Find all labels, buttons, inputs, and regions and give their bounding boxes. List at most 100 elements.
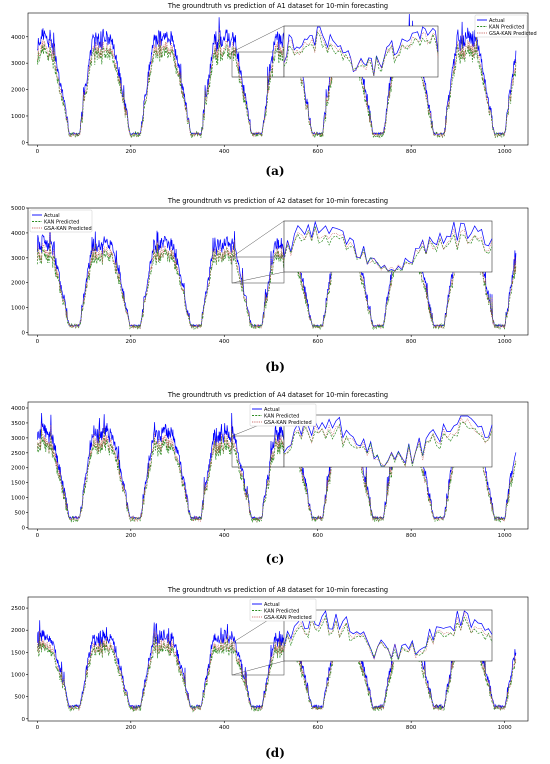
x-tick-label: 400 bbox=[219, 533, 230, 539]
series-actual-line bbox=[36, 13, 517, 136]
chart-title: The groundtruth vs prediction of A1 data… bbox=[167, 2, 388, 10]
plot-area bbox=[27, 12, 529, 146]
y-tick-label: 0 bbox=[22, 717, 26, 723]
x-tick-label: 1000 bbox=[498, 533, 512, 539]
x-tick-label: 200 bbox=[126, 149, 137, 155]
legend-label: Actual bbox=[44, 213, 60, 219]
y-tick-label: 4000 bbox=[11, 231, 25, 237]
y-tick-label: 2000 bbox=[11, 281, 25, 287]
x-tick-label: 400 bbox=[219, 725, 230, 731]
y-tick-label: 1500 bbox=[11, 481, 25, 487]
caption-a: (a) bbox=[265, 164, 285, 178]
chart-a: The groundtruth vs prediction of A1 data… bbox=[11, 2, 537, 155]
legend-label: KAN Predicted bbox=[44, 219, 79, 225]
panel-a: The groundtruth vs prediction of A1 data… bbox=[0, 0, 550, 160]
caption-b: (b) bbox=[265, 360, 285, 374]
y-tick-label: 3000 bbox=[11, 61, 25, 67]
plot-area bbox=[27, 596, 529, 722]
y-tick-label: 3000 bbox=[11, 256, 25, 262]
plot-area bbox=[27, 401, 529, 530]
x-tick-label: 800 bbox=[406, 725, 417, 731]
y-tick-label: 4000 bbox=[11, 35, 25, 41]
y-tick-label: 2000 bbox=[11, 88, 25, 94]
legend-box bbox=[249, 598, 317, 622]
chart-c: The groundtruth vs prediction of A4 data… bbox=[11, 391, 529, 539]
x-tick-label: 400 bbox=[219, 149, 230, 155]
y-tick-label: 1500 bbox=[11, 650, 25, 656]
inset-gsa-kan-line bbox=[283, 611, 493, 660]
x-tick-label: 600 bbox=[312, 339, 323, 345]
series-gsa-kan-line bbox=[37, 28, 517, 139]
legend-label: Actual bbox=[264, 602, 280, 608]
zoom-connector bbox=[231, 271, 285, 284]
legend-box bbox=[29, 209, 93, 233]
legend-label: Actual bbox=[489, 18, 505, 24]
y-tick-label: 500 bbox=[15, 511, 26, 517]
chart-title: The groundtruth vs prediction of A8 data… bbox=[167, 586, 388, 594]
legend-label: KAN Predicted bbox=[489, 24, 524, 30]
panel-c: The groundtruth vs prediction of A4 data… bbox=[0, 389, 550, 541]
x-tick-label: 200 bbox=[126, 725, 137, 731]
plot-area bbox=[27, 207, 529, 336]
caption-c: (c) bbox=[265, 552, 285, 566]
x-tick-label: 0 bbox=[36, 533, 40, 539]
zoom-connector bbox=[231, 220, 285, 258]
x-tick-label: 400 bbox=[219, 339, 230, 345]
inset-kan-line bbox=[283, 614, 493, 662]
series-actual-line bbox=[36, 222, 517, 328]
x-tick-label: 200 bbox=[126, 339, 137, 345]
x-tick-label: 600 bbox=[312, 149, 323, 155]
zoom-connector bbox=[231, 660, 285, 676]
y-tick-label: 500 bbox=[15, 695, 26, 701]
legend-label: GSA-KAN Predicted bbox=[264, 615, 312, 621]
chart-title: The groundtruth vs prediction of A2 data… bbox=[167, 197, 388, 205]
y-tick-label: 1000 bbox=[11, 673, 25, 679]
series-gsa-kan-line bbox=[37, 628, 517, 712]
x-tick-label: 1000 bbox=[498, 725, 512, 731]
x-tick-label: 1000 bbox=[498, 149, 512, 155]
legend-box bbox=[474, 14, 528, 38]
x-tick-label: 0 bbox=[36, 725, 40, 731]
x-tick-label: 800 bbox=[406, 339, 417, 345]
y-tick-label: 1000 bbox=[11, 306, 25, 312]
inset-kan-line bbox=[283, 226, 493, 272]
y-tick-label: 0 bbox=[22, 526, 26, 532]
inset-axes bbox=[283, 609, 493, 662]
x-tick-label: 800 bbox=[406, 533, 417, 539]
legend-label: KAN Predicted bbox=[264, 413, 299, 419]
x-tick-label: 0 bbox=[36, 149, 40, 155]
chart-d: The groundtruth vs prediction of A8 data… bbox=[11, 586, 529, 731]
x-tick-label: 1000 bbox=[498, 339, 512, 345]
x-tick-label: 800 bbox=[406, 149, 417, 155]
x-tick-label: 600 bbox=[312, 725, 323, 731]
y-tick-label: 3500 bbox=[11, 421, 25, 427]
legend-box bbox=[249, 403, 317, 427]
y-tick-label: 2500 bbox=[11, 451, 25, 457]
inset-axes bbox=[283, 25, 439, 78]
inset-kan-line bbox=[283, 421, 493, 468]
panel-d: The groundtruth vs prediction of A8 data… bbox=[0, 584, 550, 732]
y-tick-label: 3000 bbox=[11, 436, 25, 442]
y-tick-label: 1000 bbox=[11, 114, 25, 120]
y-tick-label: 2500 bbox=[11, 606, 25, 612]
y-tick-label: 1000 bbox=[11, 496, 25, 502]
legend-label: GSA-KAN Predicted bbox=[44, 226, 92, 232]
legend-label: Actual bbox=[264, 407, 280, 413]
y-tick-label: 0 bbox=[22, 140, 26, 146]
series-gsa-kan-line bbox=[37, 231, 517, 330]
chart-title: The groundtruth vs prediction of A4 data… bbox=[167, 391, 388, 399]
x-tick-label: 0 bbox=[36, 339, 40, 345]
x-tick-label: 200 bbox=[126, 533, 137, 539]
panel-b: The groundtruth vs prediction of A2 data… bbox=[0, 195, 550, 347]
caption-d: (d) bbox=[265, 746, 285, 760]
series-gsa-kan-line bbox=[37, 423, 517, 523]
legend-label: GSA-KAN Predicted bbox=[489, 31, 537, 37]
x-tick-label: 600 bbox=[312, 533, 323, 539]
inset-actual-line bbox=[283, 26, 439, 77]
series-kan-line bbox=[36, 29, 517, 139]
zoom-source-box bbox=[231, 435, 285, 468]
chart-b: The groundtruth vs prediction of A2 data… bbox=[11, 197, 529, 345]
